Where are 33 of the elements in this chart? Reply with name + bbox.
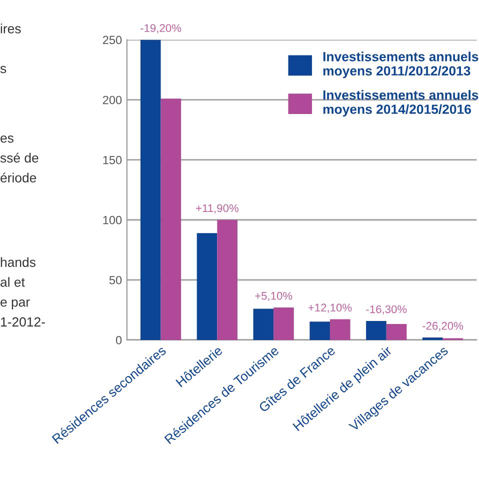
text: ssé de (0, 152, 38, 163)
text: ériode (0, 172, 36, 182)
y-tick-label: 100 (103, 216, 122, 224)
y-tick-label: 150 (103, 156, 122, 164)
annotation: +11,90% (196, 204, 238, 214)
annotation: -19,20% (140, 24, 182, 34)
bar (310, 322, 330, 340)
y-tick-label: 50 (109, 276, 122, 284)
legend-label: Investissements annuels moyens 2011/2012/2013 (323, 52, 478, 78)
y-tick-label: 0 (116, 336, 122, 344)
bar (330, 319, 350, 340)
text: hands (0, 257, 36, 267)
text: ires (0, 24, 21, 34)
bar (274, 308, 294, 340)
text: s (0, 66, 6, 74)
text: es (0, 135, 14, 143)
text: 1-2012- (1, 317, 45, 327)
bar (386, 324, 407, 340)
legend-label: Investissements annuels moyens 2014/2015/2016 (323, 90, 478, 117)
text: e par (0, 299, 30, 310)
text: al et (0, 277, 25, 287)
bar (217, 220, 238, 340)
bar (253, 308, 274, 340)
annotation: +12,10% (308, 304, 352, 313)
bar (160, 98, 182, 340)
bar (196, 233, 218, 340)
y-tick-label: 200 (102, 96, 122, 104)
annotation: -26,20% (422, 322, 464, 332)
bar (140, 40, 161, 340)
bar (366, 320, 386, 340)
annotation: +5,10% (255, 292, 292, 302)
y-tick-label: 250 (102, 36, 122, 44)
annotation: -16,30% (366, 305, 407, 315)
